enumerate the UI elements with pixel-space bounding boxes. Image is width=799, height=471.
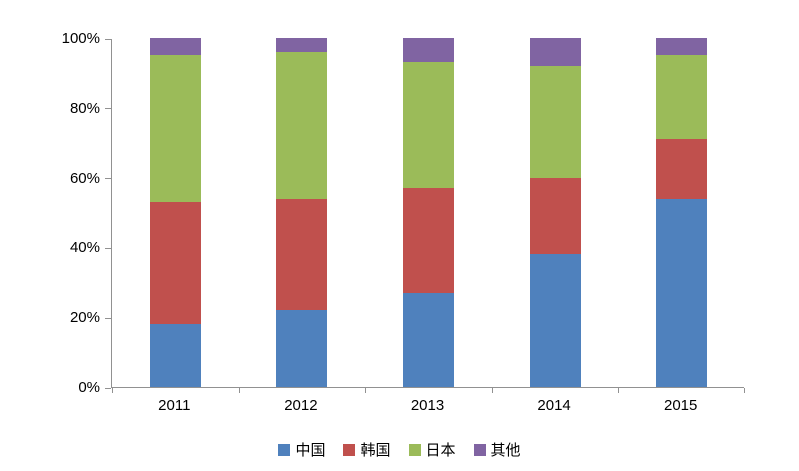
legend-swatch-icon [278, 443, 291, 456]
y-axis-tick [105, 247, 111, 249]
legend-item-3: 其他 [473, 439, 521, 460]
x-tick-label: 2011 [158, 397, 191, 414]
bar-segment-2013-series-2 [403, 62, 454, 189]
y-tick-label: 100% [61, 30, 100, 47]
bar-segment-2012-series-0 [276, 310, 328, 387]
legend-swatch-icon [473, 443, 486, 456]
legend-label: 韩国 [360, 442, 391, 459]
x-axis-tick [112, 388, 113, 393]
y-axis-tick [105, 317, 111, 319]
bar-segment-2014-series-3 [529, 38, 581, 66]
x-axis-tick [491, 388, 493, 393]
y-axis-tick [105, 387, 111, 389]
x-tick-label: 2014 [537, 397, 571, 414]
bar-segment-2014-series-1 [529, 177, 581, 255]
bar-segment-2015-series-3 [656, 38, 708, 56]
bar-segment-2013-series-0 [403, 292, 454, 387]
bar-segment-2014-series-2 [529, 65, 581, 178]
legend-swatch-icon [408, 443, 421, 456]
x-tick-label: 2012 [284, 397, 318, 414]
x-axis-tick [744, 388, 745, 393]
bar-segment-2012-series-2 [276, 51, 328, 199]
bar-segment-2011-series-3 [149, 38, 201, 56]
legend-label: 中国 [295, 442, 326, 459]
bar-segment-2014-series-0 [529, 254, 581, 387]
plot-area [105, 38, 745, 393]
y-axis-tick [105, 108, 111, 110]
x-tick-label: 2013 [410, 397, 445, 414]
bar-segment-2015-series-1 [656, 139, 708, 199]
bar-segment-2011-series-1 [149, 202, 201, 325]
bar-segment-2013-series-3 [403, 38, 454, 63]
y-tick-label: 40% [69, 239, 100, 257]
legend-swatch-icon [343, 443, 356, 456]
y-axis-tick [105, 178, 111, 180]
y-tick-label: 60% [69, 169, 100, 187]
bar-segment-2011-series-0 [149, 324, 201, 387]
bar-segment-2013-series-1 [403, 188, 454, 293]
bar-segment-2015-series-2 [656, 55, 708, 140]
x-axis-tick [238, 388, 240, 393]
legend-item-1: 韩国 [343, 439, 391, 460]
legend-label: 其他 [490, 442, 521, 459]
y-tick-label: 0% [78, 379, 100, 396]
y-axis-tick [105, 38, 111, 40]
x-axis-tick [365, 388, 367, 393]
x-tick-label: 2015 [664, 397, 698, 414]
legend-item-0: 中国 [278, 439, 325, 460]
legend: 中国 韩国 日本 其他 [0, 439, 799, 460]
bar-segment-2012-series-1 [276, 198, 328, 311]
y-tick-label: 80% [69, 99, 100, 117]
bar-segment-2015-series-0 [656, 198, 708, 387]
bar-segment-2012-series-3 [276, 38, 328, 52]
legend-label: 日本 [425, 442, 456, 459]
x-axis-tick [618, 388, 620, 393]
legend-item-2: 日本 [408, 439, 456, 460]
y-tick-label: 20% [69, 309, 100, 327]
bar-segment-2011-series-2 [149, 55, 201, 203]
